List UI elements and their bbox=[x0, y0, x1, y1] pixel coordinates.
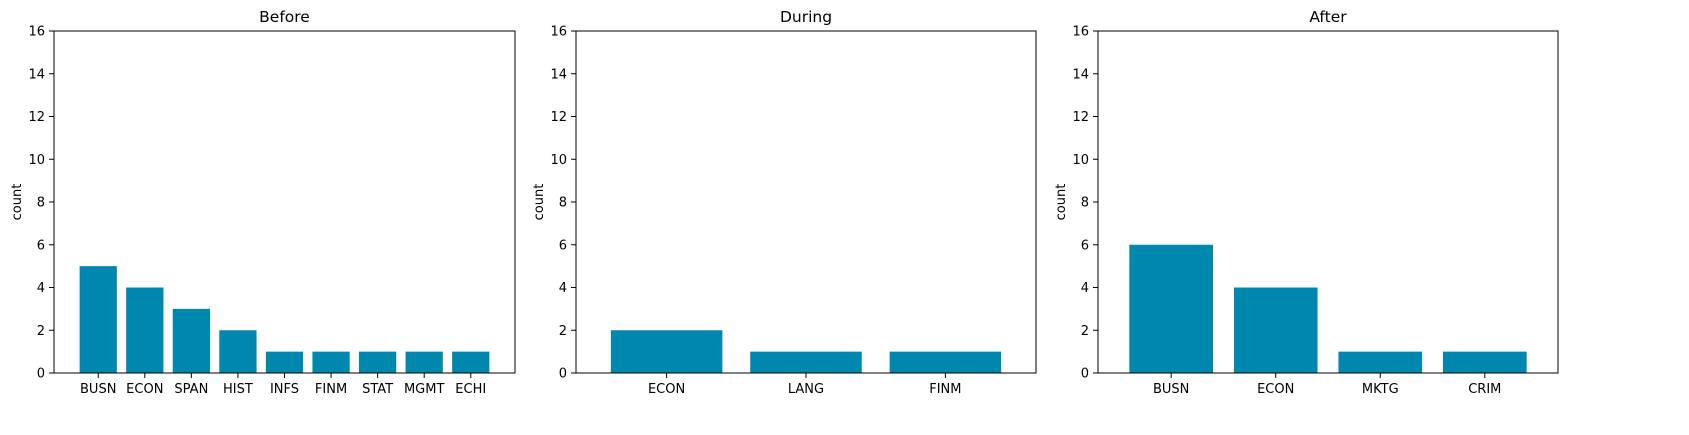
y-tick-label: 10 bbox=[1072, 153, 1089, 168]
x-tick-label-crim: CRIM bbox=[1468, 382, 1501, 397]
x-tick-label-busn: BUSN bbox=[80, 382, 116, 397]
x-tick-label-span: SPAN bbox=[174, 382, 208, 397]
bar-mktg bbox=[1338, 351, 1423, 373]
axes-frame bbox=[53, 30, 516, 374]
x-tick-label-econ: ECON bbox=[1257, 382, 1294, 397]
bar-finm bbox=[889, 351, 1002, 373]
bar-econ bbox=[610, 330, 723, 373]
bar-span bbox=[172, 308, 210, 373]
y-tick-label: 14 bbox=[550, 67, 567, 82]
chart-title: After bbox=[1309, 8, 1347, 26]
subplot-before: 0 2 4 6 8 10 12 14 16 BUSN ECON SPAN HIST INFS FINM STA… bbox=[10, 8, 516, 397]
y-axis-label: count bbox=[10, 184, 25, 221]
bar-lang bbox=[750, 351, 862, 373]
subplot-during: 0 2 4 6 8 10 12 14 16 ECON LANG FINM count During bbox=[532, 8, 1037, 397]
bar-busn bbox=[1129, 244, 1213, 373]
y-tick-label: 4 bbox=[1081, 281, 1089, 296]
y-tick-label: 16 bbox=[28, 25, 45, 40]
y-tick-label: 2 bbox=[37, 324, 45, 339]
x-tick-label-finm: FINM bbox=[315, 382, 347, 397]
subplot-after: 0 2 4 6 8 10 12 14 16 BUSN ECON MKTG CRIM count After bbox=[1054, 8, 1559, 397]
y-tick-label: 16 bbox=[1072, 25, 1089, 40]
y-tick-label: 4 bbox=[559, 281, 567, 296]
y-tick-label: 0 bbox=[37, 367, 45, 382]
x-tick-label-stat: STAT bbox=[362, 382, 393, 397]
bar-busn bbox=[79, 266, 117, 373]
y-tick-label: 6 bbox=[37, 238, 45, 253]
bar-econ bbox=[1233, 287, 1318, 373]
y-tick-label: 12 bbox=[550, 110, 567, 125]
y-tick-label: 12 bbox=[28, 110, 45, 125]
bar-finm bbox=[312, 351, 350, 373]
x-tick-label-mktg: MKTG bbox=[1362, 382, 1399, 397]
chart-title: During bbox=[780, 8, 832, 26]
x-tick-label-busn: BUSN bbox=[1153, 382, 1189, 397]
bar-crim bbox=[1443, 351, 1527, 373]
y-tick-label: 10 bbox=[550, 153, 567, 168]
y-tick-label: 6 bbox=[1081, 238, 1089, 253]
y-tick-label: 2 bbox=[559, 324, 567, 339]
bar-echi bbox=[452, 351, 490, 373]
x-tick-label-hist: HIST bbox=[223, 382, 253, 397]
y-tick-label: 2 bbox=[1081, 324, 1089, 339]
y-tick-label: 10 bbox=[28, 153, 45, 168]
x-tick-label-echi: ECHI bbox=[455, 382, 486, 397]
bar-mgmt bbox=[405, 351, 443, 373]
y-tick-label: 14 bbox=[28, 67, 45, 82]
y-tick-label: 16 bbox=[550, 25, 567, 40]
y-tick-label: 6 bbox=[559, 238, 567, 253]
y-tick-label: 0 bbox=[1081, 367, 1089, 382]
y-tick-label: 8 bbox=[1081, 196, 1089, 211]
bar-infs bbox=[265, 351, 304, 373]
x-tick-label-finm: FINM bbox=[929, 382, 961, 397]
x-tick-label-lang: LANG bbox=[788, 382, 824, 397]
y-tick-label: 8 bbox=[559, 196, 567, 211]
y-tick-label: 4 bbox=[37, 281, 45, 296]
x-tick-label-econ: ECON bbox=[648, 382, 685, 397]
y-axis-label: count bbox=[532, 184, 547, 221]
y-tick-label: 0 bbox=[559, 367, 567, 382]
x-tick-label-econ: ECON bbox=[126, 382, 163, 397]
bar-stat bbox=[359, 351, 397, 373]
chart-title: Before bbox=[259, 8, 310, 26]
x-tick-label-mgmt: MGMT bbox=[404, 382, 445, 397]
y-tick-label: 12 bbox=[1072, 110, 1089, 125]
y-tick-label: 8 bbox=[37, 196, 45, 211]
bar-econ bbox=[126, 287, 164, 373]
y-axis-label: count bbox=[1054, 184, 1069, 221]
x-tick-label-infs: INFS bbox=[270, 382, 299, 397]
axes-frame bbox=[575, 30, 1037, 374]
y-tick-label: 14 bbox=[1072, 67, 1089, 82]
bar-hist bbox=[219, 330, 257, 373]
